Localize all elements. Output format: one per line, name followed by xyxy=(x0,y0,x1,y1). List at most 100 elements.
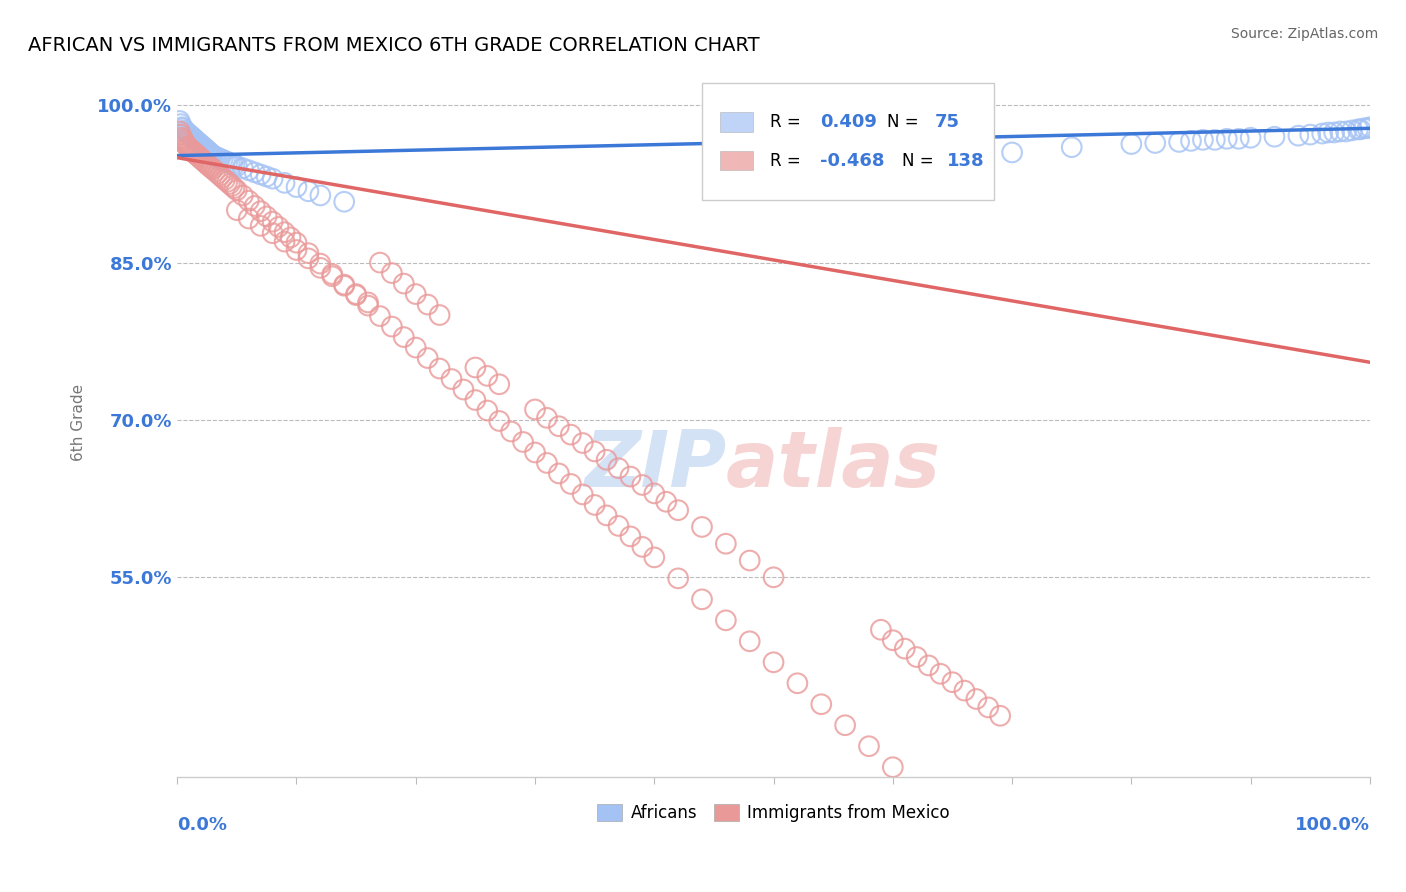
Point xyxy=(488,414,510,428)
Point xyxy=(194,154,217,169)
Point xyxy=(218,177,240,191)
Point xyxy=(200,160,222,174)
Point xyxy=(195,144,218,158)
Point xyxy=(174,124,197,138)
Point xyxy=(858,739,880,754)
Point xyxy=(882,760,904,774)
Point xyxy=(607,519,630,533)
Point xyxy=(344,288,367,302)
Point xyxy=(631,540,654,554)
Point xyxy=(218,156,240,170)
Point xyxy=(392,277,415,291)
Point xyxy=(344,287,367,301)
Point xyxy=(333,278,356,293)
Point xyxy=(217,175,239,189)
Point xyxy=(188,151,211,165)
Point xyxy=(232,161,254,176)
Point xyxy=(1227,132,1250,146)
Point xyxy=(179,128,201,142)
Point xyxy=(256,210,278,224)
Point xyxy=(273,176,295,190)
Point xyxy=(429,361,451,376)
Point xyxy=(195,157,218,171)
Point xyxy=(224,181,246,195)
Point xyxy=(225,203,247,218)
Point xyxy=(333,277,356,292)
Point xyxy=(190,138,212,153)
Point xyxy=(405,341,427,355)
Point xyxy=(893,641,915,656)
Point xyxy=(583,444,606,458)
Point xyxy=(1121,136,1143,151)
Point xyxy=(188,136,211,151)
Point xyxy=(179,142,201,156)
Point xyxy=(186,147,208,161)
Point xyxy=(643,550,665,565)
Point xyxy=(810,698,832,712)
Point xyxy=(547,467,569,481)
Point xyxy=(1168,135,1191,149)
Point xyxy=(201,161,224,176)
Point xyxy=(1001,145,1024,160)
Point xyxy=(200,146,222,161)
Point xyxy=(524,402,547,417)
Point xyxy=(631,478,654,492)
Text: Source: ZipAtlas.com: Source: ZipAtlas.com xyxy=(1230,27,1378,41)
Point xyxy=(176,139,198,153)
Point xyxy=(207,151,229,165)
Point xyxy=(243,199,266,213)
Text: 0.0%: 0.0% xyxy=(177,815,228,833)
Point xyxy=(477,368,499,383)
Point xyxy=(209,169,232,183)
Point xyxy=(186,134,208,148)
Bar xyxy=(720,112,754,131)
Point xyxy=(172,121,194,136)
Point xyxy=(571,436,593,450)
Point xyxy=(173,135,195,149)
Point xyxy=(194,141,217,155)
Point xyxy=(977,700,1000,714)
Point xyxy=(238,194,260,208)
Point xyxy=(181,145,204,159)
Point xyxy=(690,592,713,607)
Point xyxy=(547,419,569,434)
Point xyxy=(197,145,219,159)
Point xyxy=(416,297,439,311)
Point xyxy=(186,148,208,162)
Text: N =: N = xyxy=(903,152,939,169)
Point xyxy=(179,128,201,143)
Point xyxy=(1204,133,1226,147)
Point xyxy=(183,132,205,146)
Point xyxy=(187,136,209,150)
Point xyxy=(917,658,939,673)
Point xyxy=(194,142,217,156)
Text: -0.468: -0.468 xyxy=(820,152,884,169)
Point xyxy=(173,123,195,137)
Point xyxy=(666,571,689,585)
Point xyxy=(905,650,928,665)
Point xyxy=(181,130,204,145)
Point xyxy=(309,188,332,202)
Point xyxy=(1358,120,1381,135)
Point xyxy=(194,156,217,170)
Point xyxy=(297,246,319,260)
Point xyxy=(738,553,761,567)
Text: ZIP: ZIP xyxy=(583,427,725,503)
Text: 138: 138 xyxy=(946,152,984,169)
Point xyxy=(169,124,191,138)
Point xyxy=(225,159,247,173)
Point xyxy=(204,150,226,164)
Point xyxy=(273,225,295,239)
Point xyxy=(1216,132,1239,146)
Point xyxy=(201,162,224,177)
Point xyxy=(536,410,558,425)
Point xyxy=(1060,140,1083,154)
Point xyxy=(190,152,212,166)
Point xyxy=(560,477,582,491)
Bar xyxy=(720,151,754,170)
FancyBboxPatch shape xyxy=(702,83,994,200)
Point xyxy=(416,351,439,365)
Point xyxy=(184,133,207,147)
Text: atlas: atlas xyxy=(725,427,941,503)
Point xyxy=(169,114,191,128)
